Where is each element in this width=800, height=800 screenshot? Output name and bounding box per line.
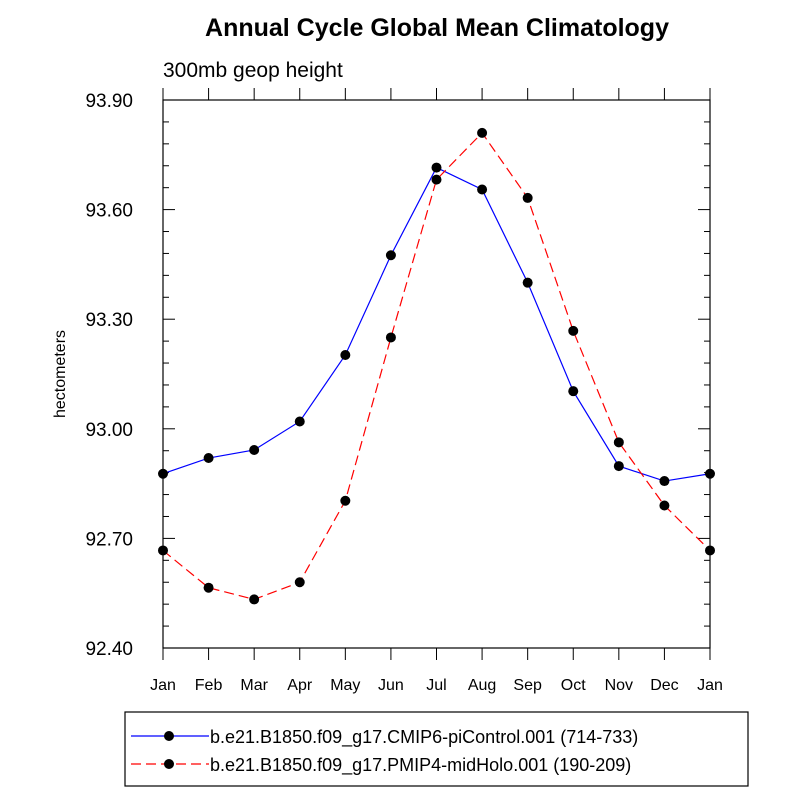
data-point <box>340 350 351 361</box>
x-tick-label: May <box>330 677 360 694</box>
y-tick-label: 92.70 <box>85 529 133 550</box>
y-tick-label: 93.30 <box>85 310 133 331</box>
data-point <box>613 437 624 448</box>
data-point <box>613 461 624 472</box>
x-tick-label: Sep <box>513 677 542 694</box>
series-layer <box>158 127 715 605</box>
legend-box <box>124 711 749 787</box>
x-tick-label: Nov <box>605 677 633 694</box>
data-point <box>158 545 168 556</box>
data-point <box>477 127 488 138</box>
x-tick-label: Oct <box>561 677 586 694</box>
x-tick-label: Jan <box>150 677 176 694</box>
data-point <box>705 468 715 479</box>
data-point <box>659 476 670 487</box>
x-tick-labels: Jan Feb Mar Apr May Jun Jul Aug Sep Oct Nov Dec Jan <box>150 677 723 694</box>
data-point <box>705 545 715 556</box>
data-point <box>431 162 442 173</box>
data-point <box>477 184 488 195</box>
data-point <box>294 416 305 427</box>
x-tick-label: Jun <box>378 677 404 694</box>
data-point <box>203 453 214 464</box>
series-1 <box>158 162 715 487</box>
chart-title: Annual Cycle Global Mean Climatology <box>205 14 669 42</box>
x-tick-label: Jul <box>426 677 446 694</box>
legend-label-2: b.e21.B1850.f09_g17.PMIP4-midHolo.001 (1… <box>210 755 631 776</box>
chart-subtitle: 300mb geop height <box>163 59 343 82</box>
x-tick-label: Aug <box>468 677 496 694</box>
data-point <box>568 325 579 336</box>
data-point <box>659 500 670 511</box>
x-tick-label: Apr <box>287 677 313 694</box>
x-tick-label: Jan <box>697 677 723 694</box>
data-point <box>431 174 442 185</box>
x-tick-label: Dec <box>650 677 678 694</box>
data-point <box>294 577 305 588</box>
legend-marker-1 <box>164 731 174 741</box>
legend-marker-2 <box>164 759 174 769</box>
x-tick-label: Mar <box>240 677 268 694</box>
y-tick-labels: 93.90 93.60 93.30 93.00 92.70 92.40 <box>85 91 133 660</box>
data-point <box>385 332 396 343</box>
legend: b.e21.B1850.f09_g17.CMIP6-piControl.001 … <box>131 727 638 776</box>
y-tick-label: 93.00 <box>85 420 133 441</box>
series-line-1 <box>162 166 711 482</box>
data-point <box>340 495 351 506</box>
data-point <box>203 582 214 593</box>
axis-ticks <box>162 88 711 660</box>
data-point <box>522 192 533 203</box>
y-tick-label: 93.60 <box>85 201 133 222</box>
data-point <box>249 444 260 455</box>
y-axis-label: hectometers <box>52 330 69 418</box>
series-line-2 <box>162 131 711 601</box>
x-tick-label: Feb <box>195 677 223 694</box>
series-2 <box>158 127 715 605</box>
data-point <box>385 250 396 261</box>
y-tick-label: 92.40 <box>85 639 133 660</box>
y-tick-label: 93.90 <box>85 91 133 112</box>
data-point <box>568 386 579 397</box>
data-point <box>522 277 533 288</box>
data-point <box>249 594 260 605</box>
legend-label-1: b.e21.B1850.f09_g17.CMIP6-piControl.001 … <box>210 727 638 748</box>
data-point <box>158 468 168 479</box>
